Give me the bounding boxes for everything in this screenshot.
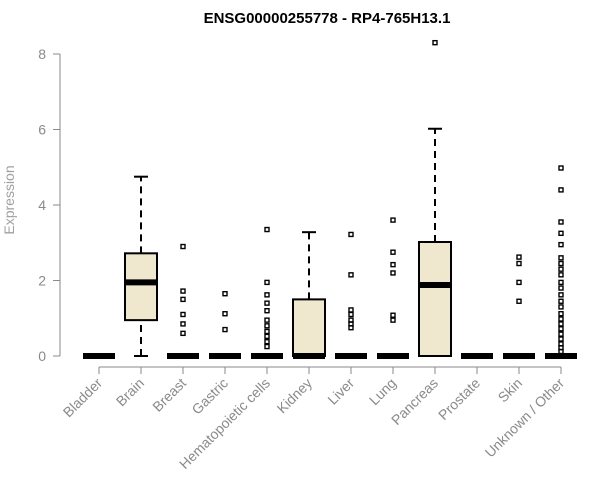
outlier-point [348, 311, 354, 318]
outlier-point [558, 311, 564, 317]
box-gastric [209, 291, 241, 359]
x-tick-label: Pancreas [388, 375, 441, 428]
x-tick-label: Skin [495, 375, 526, 406]
outlier-point [516, 260, 522, 267]
outlier-point [264, 226, 270, 233]
outlier-point [558, 230, 564, 237]
outlier-point [180, 288, 186, 294]
outlier-point [264, 338, 270, 345]
outlier-point [180, 243, 186, 250]
box-unknown-other [545, 165, 577, 359]
box-pancreas [418, 39, 452, 357]
x-tick-label: Lung [366, 375, 399, 408]
x-tick-label: Bladder [60, 375, 106, 421]
outlier-point [264, 279, 270, 286]
outlier-point [180, 321, 186, 327]
outlier-point [558, 292, 564, 298]
iqr-box [292, 298, 326, 357]
outlier-point [264, 308, 270, 314]
box-liver [335, 231, 367, 359]
x-tick-label: Breast [149, 375, 189, 415]
y-axis: 0 2 4 6 8 [38, 46, 61, 364]
outlier-point [558, 316, 564, 322]
outlier-point [558, 341, 564, 347]
outlier-point [264, 317, 270, 323]
outlier-point [222, 291, 228, 297]
outlier-point [222, 311, 228, 317]
outlier-point [264, 343, 270, 350]
x-tick-label: Unknown / Other [482, 375, 568, 461]
outlier-point [180, 311, 186, 318]
outlier-point [558, 326, 564, 332]
outlier-point [264, 323, 270, 329]
y-tick-label: 2 [38, 273, 46, 289]
iqr-box [124, 252, 158, 322]
outlier-point [348, 231, 354, 238]
outlier-point [348, 317, 354, 323]
outlier-point [222, 326, 228, 333]
chart-title: ENSG00000255778 - RP4-765H13.1 [204, 10, 451, 27]
box-series [83, 39, 577, 359]
y-tick-label: 6 [38, 122, 46, 138]
y-axis-label: Expression [1, 165, 17, 234]
outlier-point [516, 279, 522, 286]
outlier-point [264, 300, 270, 306]
outlier-point [390, 317, 396, 323]
y-tick-label: 0 [38, 348, 46, 364]
x-tick-label: Prostate [435, 375, 483, 423]
y-tick-label: 8 [38, 46, 46, 62]
outlier-point [390, 217, 396, 223]
outlier-point [558, 260, 564, 267]
box-brain [124, 175, 158, 357]
outlier-point [390, 249, 396, 255]
outlier-point [558, 321, 564, 327]
outlier-point [264, 328, 270, 335]
box-skin [503, 254, 535, 359]
outlier-point [558, 187, 564, 193]
box-hematopoietic-cells [251, 226, 283, 359]
outlier-point [558, 219, 564, 225]
outlier-point [558, 304, 564, 310]
y-tick-label: 4 [38, 197, 46, 213]
outlier-point [180, 296, 186, 303]
iqr-box [418, 240, 452, 357]
outlier-point [516, 298, 522, 304]
outlier-point [390, 270, 396, 276]
outlier-point [558, 331, 564, 337]
outlier-point [558, 336, 564, 342]
outlier-point [432, 39, 438, 46]
outlier-point [558, 279, 564, 286]
outlier-point [390, 261, 396, 268]
outlier-point [390, 312, 396, 318]
outlier-point [348, 307, 354, 313]
outlier-point [558, 285, 564, 291]
x-tick-label: Kidney [274, 375, 316, 417]
box-lung [377, 217, 409, 359]
outlier-point [558, 266, 564, 272]
box-breast [167, 243, 199, 359]
outlier-point [558, 272, 564, 278]
x-tick-label: Brain [113, 375, 147, 409]
outlier-point [558, 255, 564, 261]
outlier-point [516, 254, 522, 260]
x-tick-label: Liver [324, 375, 357, 408]
outlier-point [264, 333, 270, 340]
outlier-point [558, 165, 564, 171]
outlier-point [348, 272, 354, 278]
box-kidney [292, 231, 326, 359]
outlier-point [558, 298, 564, 304]
outlier-point [180, 330, 186, 337]
outlier-point [558, 241, 564, 248]
outlier-point [264, 292, 270, 298]
